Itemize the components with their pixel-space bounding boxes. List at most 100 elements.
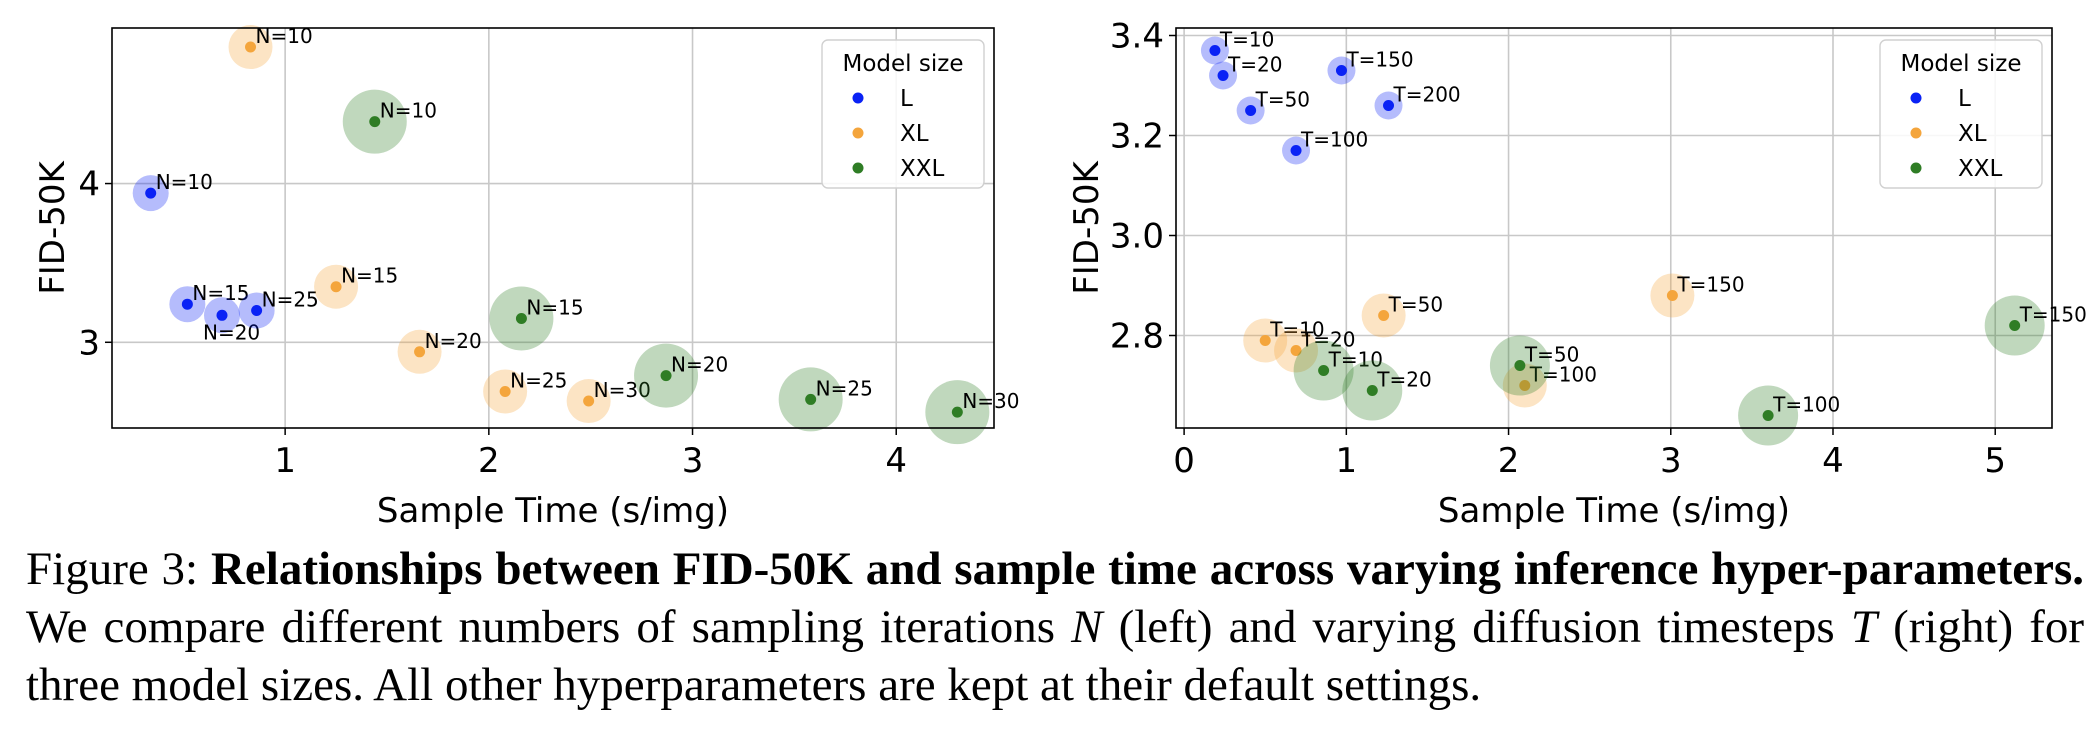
point-label: T=150 — [1345, 48, 1413, 72]
point-label: N=30 — [962, 389, 1019, 413]
legend-label-xl: XL — [1958, 121, 1987, 147]
legend-title: Model size — [1901, 51, 2022, 77]
legend: Model size L XL XXL — [821, 39, 985, 189]
point-label: T=10 — [1269, 318, 1324, 342]
point-label: N=20 — [671, 353, 728, 377]
caption-bold: Relationships between FID-50K and sample… — [210, 543, 2084, 595]
point-xxl — [515, 312, 527, 324]
point-label: N=10 — [156, 170, 213, 194]
point-xl — [330, 281, 342, 293]
point-xl — [414, 346, 426, 358]
caption-var-t: T — [1850, 601, 1877, 653]
point-label: N=20 — [425, 329, 482, 353]
y-tick-label: 3.2 — [1110, 117, 1164, 157]
y-tick-label: 3.0 — [1110, 217, 1164, 257]
x-tick-label: 0 — [1173, 441, 1195, 481]
legend-marker-xl — [1910, 127, 1922, 139]
point-label: N=25 — [262, 288, 319, 312]
point-xxl — [1762, 410, 1774, 421]
x-axis-label: Sample Time (s/img) — [377, 491, 729, 530]
legend-label-xl: XL — [900, 121, 929, 147]
y-tick-label: 4 — [78, 165, 100, 205]
legend-label-l: L — [900, 86, 913, 112]
point-label: N=25 — [510, 368, 567, 392]
legend-box — [1879, 39, 2043, 189]
point-label: T=100 — [1529, 363, 1597, 387]
point-xl — [245, 41, 257, 53]
point-xl — [1378, 310, 1390, 321]
point-xxl — [369, 116, 381, 128]
point-xxl — [1514, 360, 1526, 371]
point-l — [1335, 65, 1347, 76]
point-label: T=10 — [1328, 348, 1383, 372]
y-tick-label: 2.8 — [1110, 317, 1164, 357]
y-tick-label: 3.4 — [1110, 17, 1164, 57]
point-label: T=100 — [1772, 393, 1840, 417]
point-l — [145, 187, 157, 199]
point-l — [1290, 145, 1302, 156]
x-tick-label: 4 — [885, 441, 907, 481]
legend-marker-xxl — [1910, 162, 1922, 174]
y-tick-label: 3 — [78, 323, 100, 363]
chart-right: 0 1 2 3 4 5 2.8 3.0 3.2 3.4 Sample Time (s/img) FID… — [1067, 17, 2087, 531]
point-xl — [1290, 345, 1302, 356]
point-label: N=15 — [341, 264, 398, 288]
point-label: T=50 — [1524, 343, 1579, 367]
legend-marker-xl — [852, 127, 864, 139]
point-label: T=100 — [1300, 128, 1368, 152]
point-l — [216, 309, 228, 321]
plot-frame — [111, 27, 995, 429]
caption-text1: We compare different numbers of sampling… — [26, 601, 1055, 653]
point-xl — [1519, 380, 1531, 391]
legend-title: Model size — [843, 51, 964, 77]
x-axis-label: Sample Time (s/img) — [1438, 491, 1790, 530]
x-tick-label: 3 — [1660, 441, 1682, 481]
legend-label-xxl: XXL — [900, 156, 945, 182]
point-l — [1209, 45, 1221, 56]
point-label: T=20 — [1300, 328, 1355, 352]
x-tick-label: 2 — [1498, 441, 1520, 481]
point-label: T=150 — [1676, 273, 1744, 297]
point-xxl — [1366, 385, 1378, 396]
x-tick-label: 1 — [274, 441, 296, 481]
legend-marker-xxl — [852, 162, 864, 174]
point-label: N=30 — [594, 378, 651, 402]
chart-left: 1 2 3 4 3 4 Sample Time (s/img) FID-50K N=10 N=15… — [33, 24, 1020, 530]
point-l — [1217, 70, 1229, 81]
point-l — [1245, 105, 1257, 116]
point-xxl — [1318, 365, 1330, 376]
y-axis-label: FID-50K — [1067, 160, 1107, 295]
legend-label-xxl: XXL — [1958, 156, 2003, 182]
legend-label-l: L — [1958, 86, 1971, 112]
plot-frame — [1175, 27, 2053, 429]
point-label: T=50 — [1255, 88, 1310, 112]
point-xxl — [660, 370, 672, 382]
point-label: T=20 — [1227, 53, 1282, 77]
x-tick-label: 3 — [682, 441, 704, 481]
caption-text2: (left) and varying diffusion timesteps — [1118, 601, 1835, 653]
figure-charts: 1 2 3 4 3 4 Sample Time (s/img) FID-50K N=10 N=15… — [33, 17, 2087, 531]
legend: Model size L XL XXL — [1879, 39, 2043, 189]
point-l — [181, 298, 193, 310]
point-label: T=50 — [1388, 293, 1443, 317]
point-xl — [499, 385, 511, 397]
point-xxl — [951, 406, 963, 418]
caption-var-n: N — [1071, 601, 1103, 653]
caption-label: Figure 3: — [26, 543, 199, 595]
x-tick-label: 4 — [1822, 441, 1844, 481]
legend-marker-l — [852, 92, 864, 104]
legend-marker-l — [1910, 92, 1922, 104]
x-tick-label: 1 — [1336, 441, 1358, 481]
point-xxl — [2009, 320, 2021, 331]
x-tick-label: 2 — [478, 441, 500, 481]
point-l — [1383, 100, 1395, 111]
point-label: T=200 — [1393, 83, 1461, 107]
y-axis-label: FID-50K — [33, 160, 73, 295]
point-label: N=10 — [380, 99, 437, 123]
figure-caption: Figure 3: Relationships between FID-50K … — [26, 540, 2084, 714]
point-label: N=15 — [526, 295, 583, 319]
point-label: T=10 — [1219, 28, 1274, 52]
legend-box — [821, 39, 985, 189]
caption-text3: (right) for three model sizes. All other… — [26, 601, 2085, 711]
point-label: T=20 — [1376, 368, 1431, 392]
